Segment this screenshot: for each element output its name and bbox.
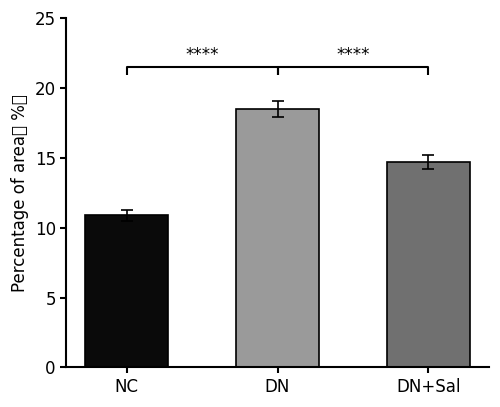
Bar (86, 215, 168, 368)
Bar (236, 109, 319, 368)
Text: ****: **** (336, 46, 370, 64)
Text: ****: **** (186, 46, 219, 64)
Bar (387, 162, 469, 368)
Y-axis label: Percentage of area（ %）: Percentage of area（ %） (11, 94, 29, 292)
